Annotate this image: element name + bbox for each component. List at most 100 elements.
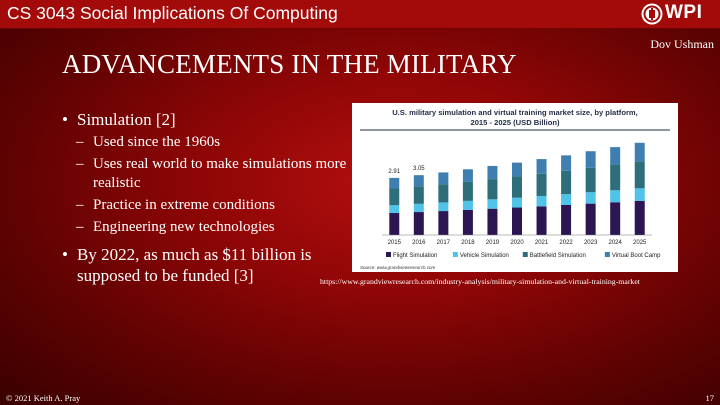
bar-segment <box>462 200 473 210</box>
x-tick-label: 2024 <box>609 240 623 246</box>
sub-bullet-item: – Uses real world to make simulations mo… <box>62 155 352 193</box>
bar-segment <box>512 176 522 198</box>
market-size-chart: U.S. military simulation and virtual tra… <box>352 103 678 272</box>
chart-title: U.S. military simulation and virtual tra… <box>392 108 638 117</box>
wpi-seal-icon <box>641 3 663 25</box>
bar-segment <box>487 165 498 180</box>
bar-segment <box>536 195 547 207</box>
bar-segment <box>610 164 621 191</box>
tick-labels-group: 2015 2016 2017 2018 2019 2020 2021 2022 2023 2024… <box>388 240 647 246</box>
bullet-text: Simulation [2] <box>77 110 176 129</box>
bar-segment <box>462 209 473 235</box>
bar-segment <box>487 208 498 235</box>
x-tick-label: 2021 <box>535 240 549 246</box>
bar-segment <box>413 203 424 213</box>
legend-label: Vehicle Simulation <box>460 253 509 259</box>
bar-segment <box>561 155 572 171</box>
chart-title-group: U.S. military simulation and virtual tra… <box>360 108 670 131</box>
bar-segment <box>389 177 400 189</box>
bar-segment <box>512 207 522 235</box>
x-tick-label: 2023 <box>584 240 598 246</box>
bar-segment <box>634 188 645 201</box>
bar-segment <box>389 213 400 235</box>
x-tick-label: 2025 <box>633 240 647 246</box>
legend-swatch <box>386 252 391 257</box>
dash-icon: – <box>76 219 84 235</box>
legend-label: Flight Simulation <box>393 253 437 259</box>
bar-segment <box>438 184 449 203</box>
bar-segment <box>610 147 621 165</box>
wpi-logo-text: WPI <box>665 2 703 23</box>
bar-segment <box>610 202 621 235</box>
bar-segment <box>438 211 449 235</box>
sub-bullet-text: Uses real world to make simulations more… <box>93 156 347 191</box>
author-name: Dov Ushman <box>650 37 714 51</box>
bar-segment <box>512 197 522 208</box>
bar-segment <box>487 199 498 209</box>
bar-segment <box>634 142 645 162</box>
bar-segment <box>634 200 645 235</box>
bar-segment <box>536 173 547 196</box>
chart-title: 2015 - 2025 (USD Billion) <box>470 118 560 127</box>
bullet-item: • Simulation [2] <box>62 109 352 130</box>
dash-icon: – <box>76 197 84 213</box>
source-link[interactable]: https://www.grandviewresearch.com/indust… <box>320 277 640 286</box>
course-title: CS 3043 Social Implications Of Computing <box>7 3 338 23</box>
bar-segment <box>634 161 645 189</box>
bar-segment <box>585 192 596 204</box>
bar-segment <box>512 162 522 177</box>
wpi-logo: WPI <box>641 2 715 25</box>
legend: Flight Simulation Vehicle Simulation Battl… <box>386 252 661 259</box>
bar-segment <box>413 186 424 204</box>
page-number: 17 <box>705 393 715 403</box>
bar-segment <box>536 159 547 174</box>
bar-segment <box>413 175 424 187</box>
sub-bullet-item: – Used since the 1960s <box>62 133 352 152</box>
sub-bullet-item: – Practice in extreme conditions <box>62 196 352 215</box>
x-tick-label: 2019 <box>486 240 500 246</box>
x-tick-label: 2017 <box>437 240 451 246</box>
bullet-text: By 2022, as much as $11 billion is suppo… <box>77 245 312 285</box>
x-tick-label: 2018 <box>461 240 475 246</box>
bullet-item: • By 2022, as much as $11 billion is sup… <box>62 244 352 286</box>
legend-swatch <box>604 252 610 257</box>
sub-bullet-text: Engineering new technologies <box>93 219 275 235</box>
x-tick-label: 2016 <box>412 240 426 246</box>
legend-swatch <box>522 252 528 257</box>
bar-segment <box>585 203 596 235</box>
chart-svg: U.S. military simulation and virtual tra… <box>360 108 670 270</box>
bar-segment <box>561 194 572 205</box>
sub-bullet-text: Used since the 1960s <box>93 134 221 150</box>
bullet-dot-icon: • <box>62 245 68 264</box>
sub-bullet-item: – Engineering new technologies <box>62 218 352 237</box>
data-labels-group: 2.91 3.05 <box>388 166 425 175</box>
bar-segment <box>487 179 498 200</box>
x-tick-label: 2022 <box>559 240 573 246</box>
bullet-dot-icon: • <box>62 110 68 129</box>
bar-segment <box>438 172 449 185</box>
legend-swatch <box>452 252 458 257</box>
bar-segment <box>610 190 621 203</box>
legend-label: Battlefield Simulation <box>530 253 586 259</box>
data-label: 3.05 <box>413 166 425 172</box>
bar-segment <box>585 151 596 168</box>
x-tick-label: 2020 <box>510 240 524 246</box>
bar-segment <box>462 181 473 201</box>
bar-segment <box>561 204 572 235</box>
bullet-list: • Simulation [2] – Used since the 1960s … <box>62 109 352 289</box>
slide-title: ADVANCEMENTS IN THE MILITARY <box>62 49 517 79</box>
bars-group <box>389 142 645 235</box>
chart-source-note: Source: www.grandviewresearch.com <box>360 265 436 270</box>
bar-segment <box>389 205 400 214</box>
dash-icon: – <box>76 156 84 172</box>
sub-bullet-text: Practice in extreme conditions <box>93 197 276 213</box>
header-bar: CS 3043 Social Implications Of Computing… <box>0 0 720 29</box>
data-label: 2.91 <box>388 169 400 175</box>
bar-segment <box>462 169 473 182</box>
dash-icon: – <box>76 134 84 150</box>
bar-segment <box>389 188 400 206</box>
bar-segment <box>536 206 547 235</box>
bar-segment <box>585 167 596 193</box>
legend-label: Virtual Boot Camp <box>612 253 661 259</box>
bar-segment <box>561 170 572 195</box>
